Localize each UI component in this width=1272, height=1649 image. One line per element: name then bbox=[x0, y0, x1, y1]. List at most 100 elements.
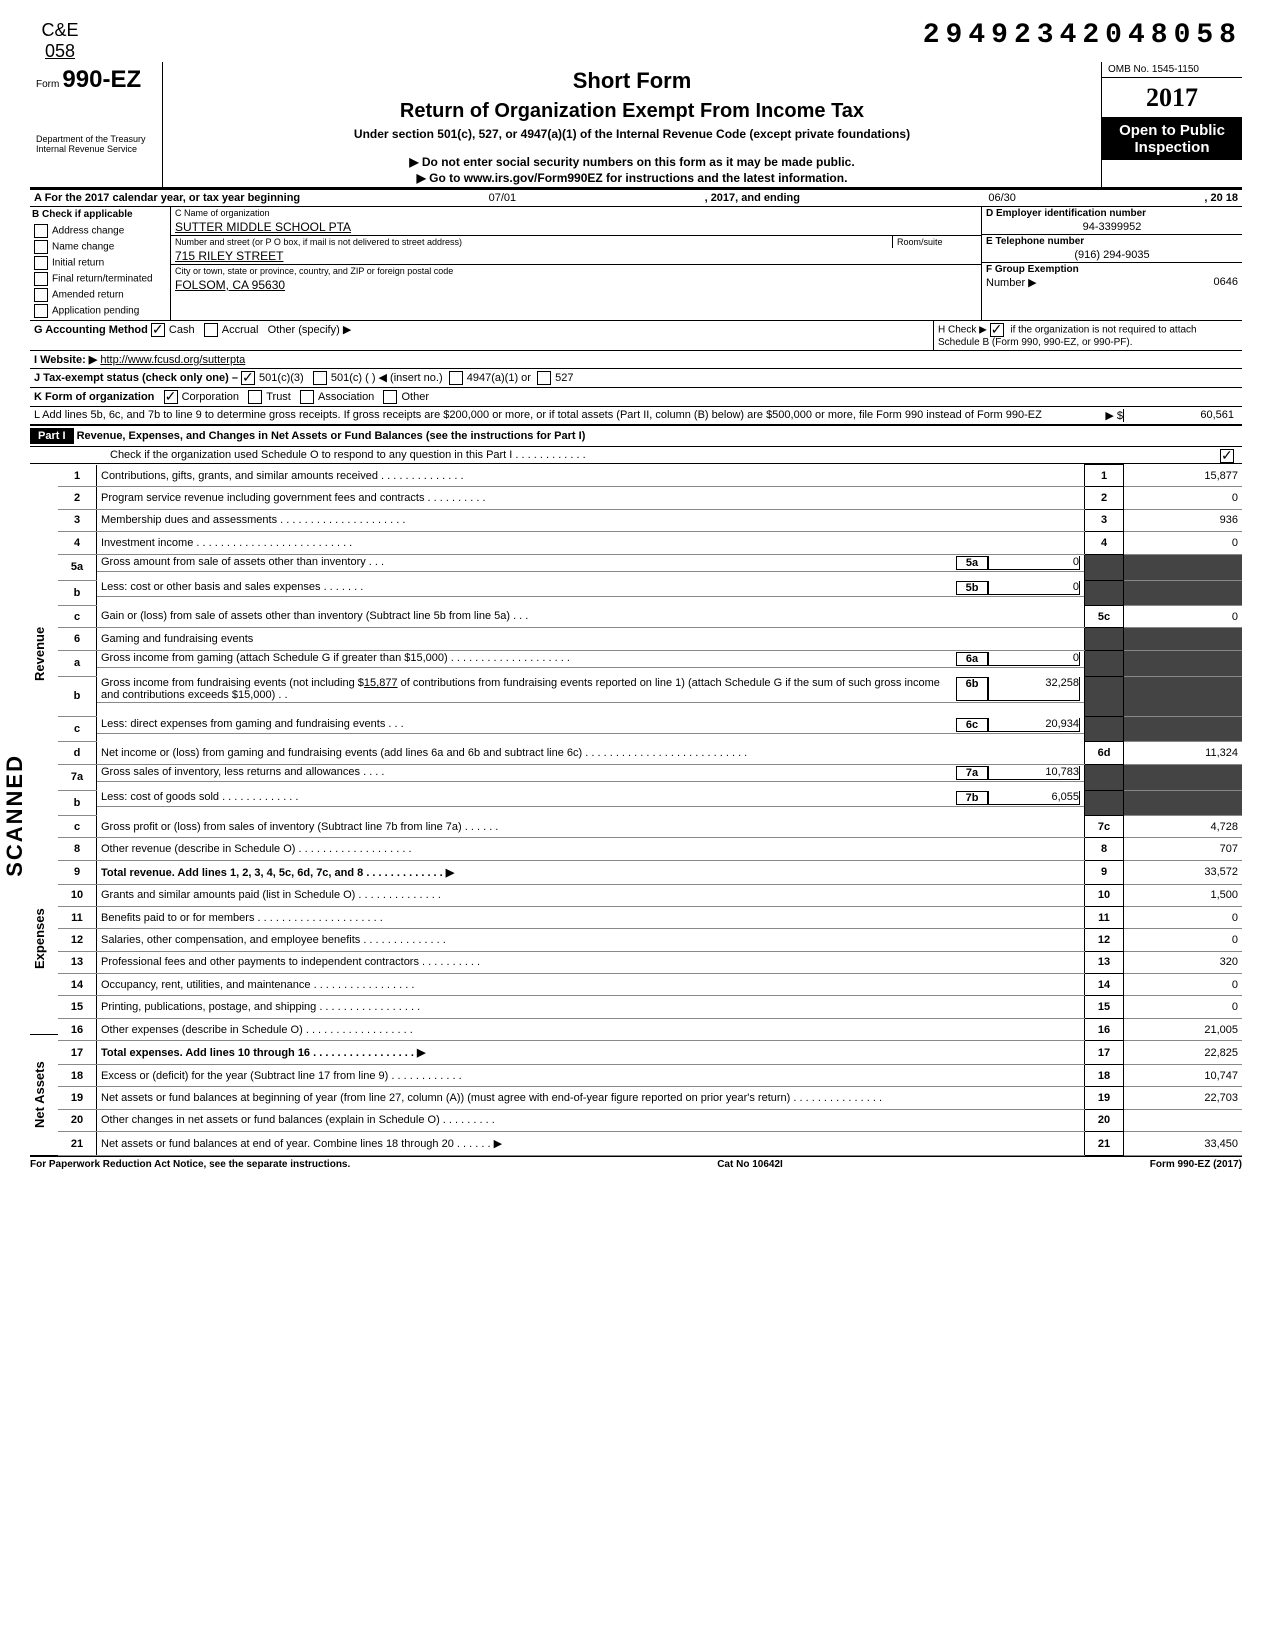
box-e-label: E Telephone number bbox=[982, 235, 1242, 248]
chk-501c[interactable] bbox=[313, 371, 327, 385]
line-i-label: I Website: ▶ bbox=[34, 354, 97, 366]
header-info-grid: B Check if applicable Address changeName… bbox=[30, 207, 1242, 321]
line-row: 9Total revenue. Add lines 1, 2, 3, 4, 5c… bbox=[58, 860, 1242, 884]
k-corp: Corporation bbox=[182, 391, 239, 403]
under-section: Under section 501(c), 527, or 4947(a)(1)… bbox=[163, 127, 1101, 141]
line-num: 3 bbox=[58, 509, 97, 531]
line-h: H Check ▶ if the organization is not req… bbox=[933, 321, 1242, 350]
chk-box-b[interactable] bbox=[34, 272, 48, 286]
line-num: d bbox=[58, 742, 97, 764]
line-row: bGross income from fundraising events (n… bbox=[58, 676, 1242, 716]
chk-box-b[interactable] bbox=[34, 240, 48, 254]
side-revenue: Revenue bbox=[30, 464, 58, 844]
line-desc: Contributions, gifts, grants, and simila… bbox=[97, 465, 1085, 487]
chk-527[interactable] bbox=[537, 371, 551, 385]
line-val: 0 bbox=[1124, 929, 1243, 951]
line-num: c bbox=[58, 717, 97, 742]
line-row: 6Gaming and fundraising events bbox=[58, 628, 1242, 650]
right-info-col: D Employer identification number 94-3399… bbox=[981, 207, 1242, 320]
line-num: 21 bbox=[58, 1132, 97, 1156]
accrual-label: Accrual bbox=[222, 324, 259, 336]
line-val-shaded bbox=[1124, 554, 1243, 580]
line-desc: Printing, publications, postage, and shi… bbox=[97, 996, 1085, 1018]
box-b-item: Final return/terminated bbox=[32, 271, 168, 287]
line-num: 7a bbox=[58, 764, 97, 790]
doc-number: 29492342048058 bbox=[923, 20, 1242, 51]
chk-box-b[interactable] bbox=[34, 256, 48, 270]
footer-right: Form 990-EZ (2017) bbox=[1150, 1159, 1242, 1170]
line-row: 17Total expenses. Add lines 10 through 1… bbox=[58, 1041, 1242, 1065]
box-b-item: Amended return bbox=[32, 287, 168, 303]
chk-other[interactable] bbox=[383, 390, 397, 404]
mid-val: 32,258 bbox=[988, 677, 1080, 701]
part1-body: SCANNED Revenue Expenses Net Assets 1Con… bbox=[30, 464, 1242, 1156]
line-j: J Tax-exempt status (check only one) – 5… bbox=[30, 369, 1242, 388]
line-desc: Salaries, other compensation, and employ… bbox=[97, 929, 1085, 951]
chk-box-b[interactable] bbox=[34, 288, 48, 302]
line-l: L Add lines 5b, 6c, and 7b to line 9 to … bbox=[30, 407, 1242, 426]
line-desc: Gross sales of inventory, less returns a… bbox=[97, 765, 1084, 782]
corner-l1: C&E bbox=[30, 20, 90, 41]
chk-corp[interactable] bbox=[164, 390, 178, 404]
side-netassets: Net Assets bbox=[30, 1035, 58, 1156]
chk-4947[interactable] bbox=[449, 371, 463, 385]
chk-cash[interactable] bbox=[151, 323, 165, 337]
line-row: cGain or (loss) from sale of assets othe… bbox=[58, 605, 1242, 627]
city-label: City or town, state or province, country… bbox=[171, 264, 981, 277]
header-block: Form 990-EZ Department of the Treasury I… bbox=[30, 62, 1242, 188]
chk-scho[interactable] bbox=[1220, 449, 1234, 463]
line-rn-shaded bbox=[1085, 790, 1124, 815]
chk-box-b[interactable] bbox=[34, 304, 48, 318]
line-rn: 18 bbox=[1085, 1065, 1124, 1087]
chk-box-b[interactable] bbox=[34, 224, 48, 238]
short-form-title: Short Form bbox=[163, 68, 1101, 94]
line-rn-shaded bbox=[1085, 580, 1124, 605]
line-val: 320 bbox=[1124, 951, 1243, 973]
chk-h[interactable] bbox=[990, 323, 1004, 337]
mid-num: 7a bbox=[956, 766, 988, 780]
line-row: 3Membership dues and assessments . . . .… bbox=[58, 509, 1242, 531]
omb: OMB No. 1545-1150 bbox=[1102, 62, 1242, 78]
line-num: 13 bbox=[58, 951, 97, 973]
line-row: 11Benefits paid to or for members . . . … bbox=[58, 907, 1242, 929]
line-num: 4 bbox=[58, 532, 97, 554]
line-val: 22,703 bbox=[1124, 1087, 1243, 1109]
line-desc: Total revenue. Add lines 1, 2, 3, 4, 5c,… bbox=[97, 860, 1085, 884]
line-a: A For the 2017 calendar year, or tax yea… bbox=[30, 188, 1242, 207]
scanned-stamp: SCANNED bbox=[2, 754, 28, 877]
chk-501c3[interactable] bbox=[241, 371, 255, 385]
line-num: 15 bbox=[58, 996, 97, 1018]
line-val-shaded bbox=[1124, 717, 1243, 742]
line-row: cGross profit or (loss) from sales of in… bbox=[58, 816, 1242, 838]
line-rn: 2 bbox=[1085, 487, 1124, 509]
line-val: 21,005 bbox=[1124, 1018, 1243, 1040]
line-a-begin: 07/01 bbox=[300, 192, 704, 204]
line-num: c bbox=[58, 605, 97, 627]
line-num: b bbox=[58, 580, 97, 605]
line-i: I Website: ▶ http://www.fcusd.org/sutter… bbox=[30, 351, 1242, 369]
mid-val: 20,934 bbox=[988, 718, 1080, 732]
box-f-label: F Group Exemption bbox=[982, 263, 1242, 276]
line-desc: Total expenses. Add lines 10 through 16 … bbox=[97, 1041, 1085, 1065]
line-desc: Gross income from fundraising events (no… bbox=[97, 676, 1084, 703]
chk-assoc[interactable] bbox=[300, 390, 314, 404]
k-other: Other bbox=[401, 391, 429, 403]
line-k-label: K Form of organization bbox=[34, 391, 154, 403]
box-d-label: D Employer identification number bbox=[982, 207, 1242, 220]
line-val: 22,825 bbox=[1124, 1041, 1243, 1065]
line-val: 15,877 bbox=[1124, 465, 1243, 487]
line-val: 936 bbox=[1124, 509, 1243, 531]
box-b-item: Initial return bbox=[32, 255, 168, 271]
line-rn: 12 bbox=[1085, 929, 1124, 951]
line-l-val: 60,561 bbox=[1123, 409, 1238, 422]
line-rn: 6d bbox=[1085, 742, 1124, 764]
line-rn-shaded bbox=[1085, 717, 1124, 742]
line-val-shaded bbox=[1124, 764, 1243, 790]
line-desc: Membership dues and assessments . . . . … bbox=[97, 509, 1085, 531]
box-b-item: Application pending bbox=[32, 303, 168, 319]
chk-trust[interactable] bbox=[248, 390, 262, 404]
line-row: bLess: cost of goods sold . . . . . . . … bbox=[58, 790, 1242, 815]
line-val-shaded bbox=[1124, 790, 1243, 815]
line-desc: Gaming and fundraising events bbox=[97, 628, 1085, 650]
chk-accrual[interactable] bbox=[204, 323, 218, 337]
